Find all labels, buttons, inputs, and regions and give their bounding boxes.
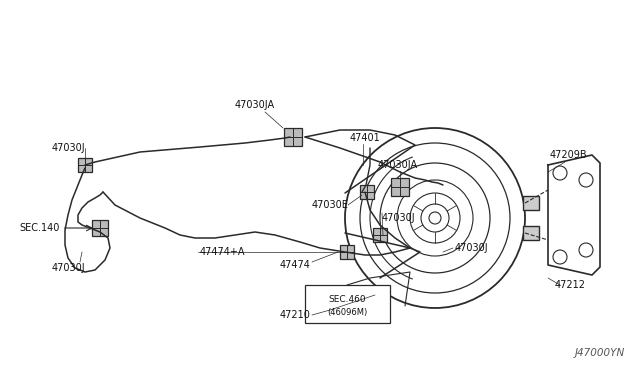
Text: 47030JA: 47030JA <box>235 100 275 110</box>
Bar <box>78 158 92 172</box>
Bar <box>284 128 302 146</box>
Bar <box>340 245 354 259</box>
Text: 47474+A: 47474+A <box>200 247 246 257</box>
Text: 47030J: 47030J <box>455 243 488 253</box>
Text: (46096M): (46096M) <box>327 308 367 317</box>
Text: 47209B: 47209B <box>549 150 587 160</box>
Text: 47030J: 47030J <box>51 143 85 153</box>
Text: 47212: 47212 <box>554 280 586 290</box>
Bar <box>305 285 390 323</box>
Text: 47030J: 47030J <box>51 263 85 273</box>
Bar <box>523 196 539 210</box>
Text: 47474: 47474 <box>279 260 310 270</box>
Text: 47030J: 47030J <box>382 213 415 223</box>
Text: 47030JA: 47030JA <box>378 160 418 170</box>
Bar <box>391 178 409 196</box>
Bar <box>523 226 539 240</box>
Bar <box>360 185 374 199</box>
Bar <box>92 220 108 236</box>
Text: 47210: 47210 <box>279 310 310 320</box>
Text: 47401: 47401 <box>349 133 380 143</box>
Text: SEC.140: SEC.140 <box>20 223 60 233</box>
Text: 47030E: 47030E <box>312 200 348 210</box>
Text: SEC.460: SEC.460 <box>328 295 366 304</box>
Bar <box>373 228 387 242</box>
Text: J47000YN: J47000YN <box>575 348 625 358</box>
